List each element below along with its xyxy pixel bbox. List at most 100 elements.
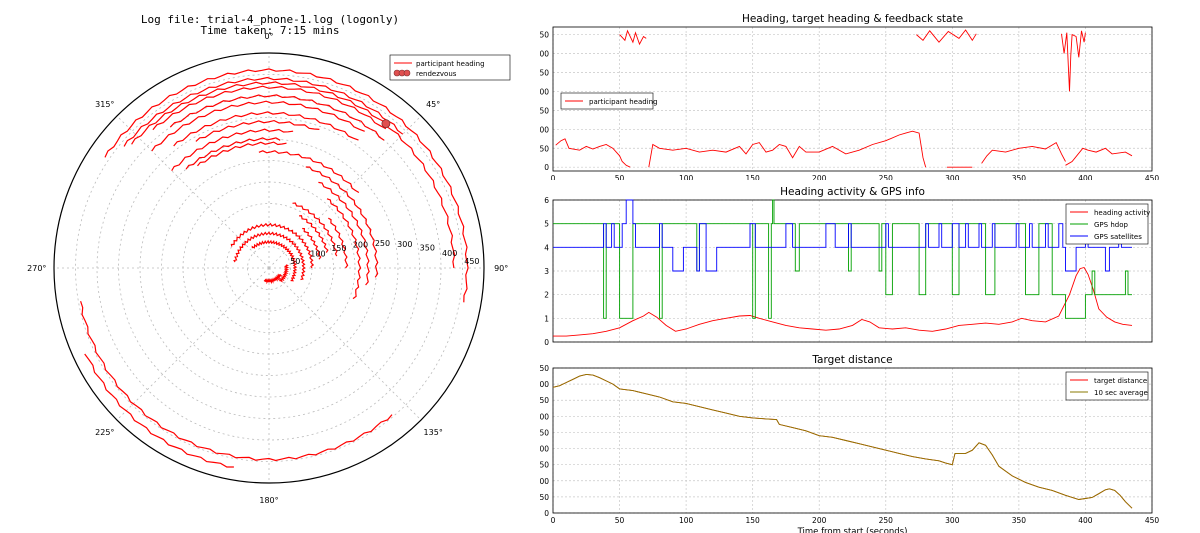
series-line-participant-heading [648,130,927,168]
y-tick-label: 400 [540,380,549,389]
plot-frame [552,199,1153,343]
y-tick-label: 350 [540,396,549,405]
y-tick-label: 300 [540,50,549,59]
polar-angle-label: 270° [27,264,46,273]
y-tick-label: 250 [540,428,549,437]
participant-heading-arc [258,150,360,194]
participant-heading-arc [104,68,469,303]
x-tick-label: 450 [1145,516,1160,525]
chart-legend: heading activity GPS hdop GPS satellites [1065,203,1150,245]
series-line-participant-heading [555,138,631,168]
participant-heading-arc [151,100,365,152]
y-tick-label: 6 [544,196,549,205]
x-tick-label: 250 [879,516,894,525]
polar-radial-tick-label: 250 [375,239,390,248]
legend-label: GPS satellites [1094,233,1142,241]
legend-box [560,92,654,110]
y-tick-label: 50 [540,493,549,502]
log-file-title: Log file: trial-4_phone-1.log (logonly) [140,13,400,26]
polar-legend: participant heading rendezvous [389,54,511,81]
polar-legend-box [389,54,511,81]
x-tick-label: 150 [746,174,761,180]
y-tick-label: 250 [540,68,549,77]
polar-angle-label: 225° [95,428,114,437]
x-tick-label: 200 [812,516,827,525]
heading-chart: Heading, target heading & feedback state… [540,13,1160,180]
x-tick-label: 100 [679,174,694,180]
series-line-participant-heading [619,29,647,46]
polar-angle-label: 180° [259,496,278,505]
participant-heading-arc [233,231,306,281]
x-tick-label: 400 [1078,174,1093,180]
polar-grid-spoke [268,267,422,421]
y-tick-label: 150 [540,106,549,115]
heading-activity-gps-chart: Heading activity & GPS info0501001502002… [544,186,1153,345]
participant-heading-arc [185,137,281,170]
polar-radial-tick-label: 200 [353,240,368,249]
chart-title: Target distance [811,354,892,366]
polar-radial-tick-label: 50 [290,257,300,266]
x-tick-label: 50 [615,516,625,525]
y-tick-label: 0 [544,338,549,345]
polar-heading-chart: 0° 45° 90° 135° 180° 225° 270° 315° 50 100 150 200 2… [27,32,511,505]
polar-grid-ring [139,138,399,398]
chart-title: Heading, target heading & feedback state [742,13,963,25]
participant-heading-arc [251,239,298,282]
y-tick-label: 50 [540,144,549,153]
series-line-participant-heading [1061,30,1086,92]
participant-heading-arc [171,128,294,172]
participant-heading-arc [80,301,393,462]
y-tick-label: 200 [540,87,549,96]
x-tick-label: 350 [1012,516,1027,525]
polar-radial-tick-label: 300 [397,240,412,249]
x-tick-label: 450 [1145,174,1160,180]
polar-angle-label: 90° [494,264,508,273]
y-tick-label: 4 [544,243,549,252]
x-tick-label: 300 [945,174,960,180]
x-tick-label: 400 [1078,516,1093,525]
y-tick-label: 2 [544,291,549,300]
y-tick-label: 1 [544,314,549,323]
y-tick-label: 150 [540,461,549,470]
polar-angle-label: 135° [424,428,443,437]
x-tick-label: 300 [945,516,960,525]
y-tick-label: 3 [544,267,549,276]
polar-angle-label: 0° [264,32,273,41]
x-axis-label: Time from start (seconds) [797,527,908,533]
x-tick-label: 200 [812,174,827,180]
series-line-participant-heading [981,141,1066,164]
y-tick-label: 350 [540,31,549,40]
y-tick-label: 200 [540,445,549,454]
chart-legend: target distance 10 sec average [1065,371,1149,401]
plot-frame [552,26,1153,172]
polar-grid-spoke [268,115,422,269]
polar-outer-ring [53,52,485,484]
legend-rendezvous-marker [403,69,411,77]
polar-radial-tick-label: 450 [464,257,479,266]
time-taken-subtitle: Time taken: 7:15 mins [200,24,340,37]
polar-radial-tick-label: 400 [442,249,457,258]
series-line-target-distance [552,373,1133,509]
chart-title: Heading activity & GPS info [780,186,925,198]
participant-heading-arc [279,264,290,283]
polar-grid-ring [204,203,334,333]
legend-label: GPS hdop [1094,221,1128,229]
participant-heading-arc [299,215,329,253]
target-distance-chart: Target distance 0 50 100 150 200 250 300 350 400 4… [540,354,1160,533]
y-tick-label: 100 [540,125,549,134]
polar-grid-spoke [116,115,270,269]
participant-heading-arc [173,111,359,147]
legend-box [1065,371,1149,401]
legend-participant-heading-label: participant heading [416,60,485,68]
polar-angle-label: 45° [426,100,440,109]
legend-label: target distance [1094,377,1147,385]
x-tick-label: 250 [879,174,894,180]
x-tick-label: 100 [679,516,694,525]
participant-heading-arc [152,85,387,131]
legend-label: 10 sec average [1094,389,1148,397]
legend-rendezvous-label: rendezvous [416,70,457,78]
x-tick-label: 50 [615,174,625,180]
legend-label: participant heading [589,98,658,106]
participant-heading-arc [326,198,362,300]
y-tick-label: 100 [540,477,549,486]
